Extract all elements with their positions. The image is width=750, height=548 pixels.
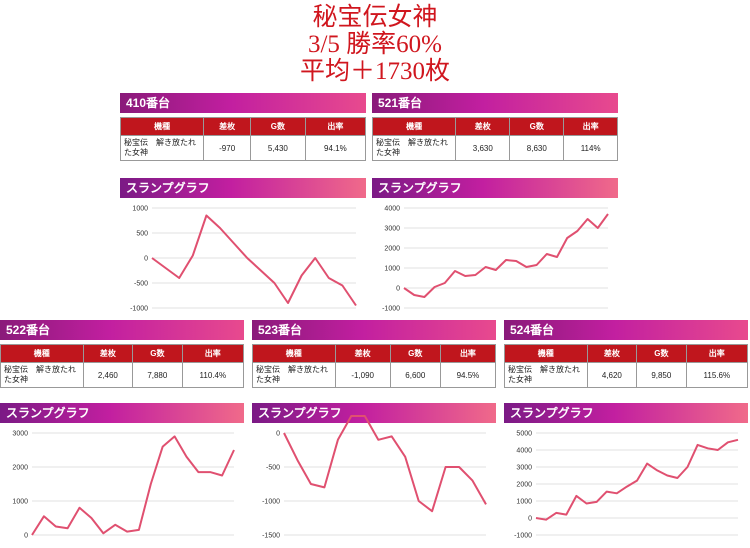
col-diff: 差枚 xyxy=(455,117,511,136)
col-model: 機種 xyxy=(504,344,588,363)
machine-info-table: 機種 差枚 G数 出率 秘宝伝 解き放たれた女神 -970 5,430 94.1% xyxy=(119,117,367,161)
y-tick-label: -1000 xyxy=(514,533,532,540)
col-rate: 出率 xyxy=(304,117,367,136)
y-tick-label: 2000 xyxy=(12,465,28,472)
y-tick-label: 0 xyxy=(276,431,280,438)
graph-label: スランプグラフ xyxy=(120,178,366,198)
machine-label: 522番台 xyxy=(0,320,244,340)
graph-label: スランプグラフ xyxy=(0,403,244,423)
machine-label: 410番台 xyxy=(120,93,366,113)
y-tick-label: 3000 xyxy=(12,431,28,438)
col-rate: 出率 xyxy=(181,344,245,363)
graph-label: スランプグラフ xyxy=(504,403,748,423)
y-tick-label: 1000 xyxy=(384,266,400,273)
y-tick-label: 4000 xyxy=(384,206,400,213)
machine-info-table: 機種 差枚 G数 出率 秘宝伝 解き放たれた女神 2,460 7,880 110.4% xyxy=(0,344,245,388)
cell-diff: -970 xyxy=(203,135,251,161)
y-tick-label: 3000 xyxy=(384,226,400,233)
col-rate: 出率 xyxy=(685,344,749,363)
slump-line xyxy=(31,435,235,536)
cell-model: 秘宝伝 解き放たれた女神 xyxy=(252,362,336,388)
slump-graph-523: 0 -500 -1000 -1500 xyxy=(262,415,487,540)
cell-rate: 94.5% xyxy=(439,362,497,388)
y-tick-label: 500 xyxy=(136,231,148,238)
col-rate: 出率 xyxy=(563,117,618,136)
col-games: G数 xyxy=(636,344,687,363)
machine-info-table: 機種 差枚 G数 出率 秘宝伝 解き放たれた女神 -1,090 6,600 94.5% xyxy=(252,344,497,388)
y-tick-label: 4000 xyxy=(516,448,532,455)
graph-label: スランプグラフ xyxy=(372,178,618,198)
cell-model: 秘宝伝 解き放たれた女神 xyxy=(371,135,457,161)
col-model: 機種 xyxy=(0,344,84,363)
cell-diff: 4,620 xyxy=(586,362,638,388)
cell-diff: 3,630 xyxy=(455,135,511,161)
col-diff: 差枚 xyxy=(203,117,251,136)
cell-model: 秘宝伝 解き放たれた女神 xyxy=(504,362,588,388)
cell-model: 秘宝伝 解き放たれた女神 xyxy=(0,362,84,388)
y-tick-label: 0 xyxy=(528,516,532,523)
y-tick-label: -500 xyxy=(266,465,280,472)
machine-label: 521番台 xyxy=(372,93,618,113)
y-tick-label: 1000 xyxy=(132,206,148,213)
cell-rate: 94.1% xyxy=(304,135,367,161)
y-tick-label: -1000 xyxy=(130,306,148,313)
cell-model: 秘宝伝 解き放たれた女神 xyxy=(119,135,205,161)
y-tick-label: 2000 xyxy=(516,482,532,489)
machine-panel-410: 410番台 機種 差枚 G数 出率 秘宝伝 解き放たれた女神 -970 5,430 94.1… xyxy=(119,93,367,198)
y-tick-label: 0 xyxy=(24,533,28,540)
y-tick-label: 0 xyxy=(144,256,148,263)
page-title-line-3: 平均＋1730枚 xyxy=(299,58,450,85)
col-games: G数 xyxy=(132,344,183,363)
y-tick-label: -1500 xyxy=(262,533,280,540)
slump-line xyxy=(535,438,739,521)
y-tick-label: 2000 xyxy=(384,246,400,253)
machine-panel-523: 523番台 機種 差枚 G数 出率 秘宝伝 解き放たれた女神 -1,090 6,600 94… xyxy=(252,320,497,423)
cell-rate: 110.4% xyxy=(181,362,245,388)
machine-label: 524番台 xyxy=(504,320,748,340)
machine-panel-521: 521番台 機種 差枚 G数 出率 秘宝伝 解き放たれた女神 3,630 8,630 114… xyxy=(371,93,618,198)
y-tick-label: 1000 xyxy=(516,499,532,506)
col-diff: 差枚 xyxy=(586,344,638,363)
slump-line xyxy=(403,213,609,298)
page-title-line-1: 秘宝伝女神 xyxy=(312,4,438,31)
col-model: 機種 xyxy=(119,117,205,136)
slump-line xyxy=(283,415,487,513)
y-tick-label: 3000 xyxy=(516,465,532,472)
col-games: G数 xyxy=(249,117,306,136)
y-tick-label: 5000 xyxy=(516,431,532,438)
cell-games: 5,430 xyxy=(249,135,306,161)
machine-info-table: 機種 差枚 G数 出率 秘宝伝 解き放たれた女神 3,630 8,630 114% xyxy=(371,117,618,161)
y-tick-label: -500 xyxy=(134,281,148,288)
cell-diff: 2,460 xyxy=(82,362,134,388)
graph-label: スランプグラフ xyxy=(252,403,496,423)
cell-rate: 115.6% xyxy=(685,362,749,388)
slump-graph-410: 1000 500 0 -500 -1000 xyxy=(130,206,357,313)
y-tick-label: 0 xyxy=(396,286,400,293)
col-rate: 出率 xyxy=(439,344,497,363)
slump-line xyxy=(151,214,357,307)
col-diff: 差枚 xyxy=(334,344,391,363)
machine-info-table: 機種 差枚 G数 出率 秘宝伝 解き放たれた女神 4,620 9,850 115.6% xyxy=(504,344,749,388)
y-tick-label: -1000 xyxy=(262,499,280,506)
slump-graph-521: 4000 3000 2000 1000 0 -1000 xyxy=(382,206,609,313)
slump-graph-522: 3000 2000 1000 0 xyxy=(12,431,235,540)
col-model: 機種 xyxy=(371,117,457,136)
page-title-line-2: 3/5 勝率60% xyxy=(307,31,443,58)
cell-games: 6,600 xyxy=(389,362,441,388)
col-diff: 差枚 xyxy=(82,344,134,363)
col-games: G数 xyxy=(509,117,565,136)
cell-games: 8,630 xyxy=(509,135,565,161)
cell-diff: -1,090 xyxy=(334,362,391,388)
machine-label: 523番台 xyxy=(252,320,496,340)
machine-panel-522: 522番台 機種 差枚 G数 出率 秘宝伝 解き放たれた女神 2,460 7,880 110… xyxy=(0,320,245,423)
cell-games: 9,850 xyxy=(636,362,687,388)
col-games: G数 xyxy=(389,344,441,363)
slump-graph-524: 5000 4000 3000 2000 1000 0 -1000 xyxy=(514,431,739,540)
col-model: 機種 xyxy=(252,344,336,363)
y-tick-label: -1000 xyxy=(382,306,400,313)
y-tick-label: 1000 xyxy=(12,499,28,506)
cell-games: 7,880 xyxy=(132,362,183,388)
machine-panel-524: 524番台 機種 差枚 G数 出率 秘宝伝 解き放たれた女神 4,620 9,850 115… xyxy=(504,320,749,423)
cell-rate: 114% xyxy=(563,135,618,161)
